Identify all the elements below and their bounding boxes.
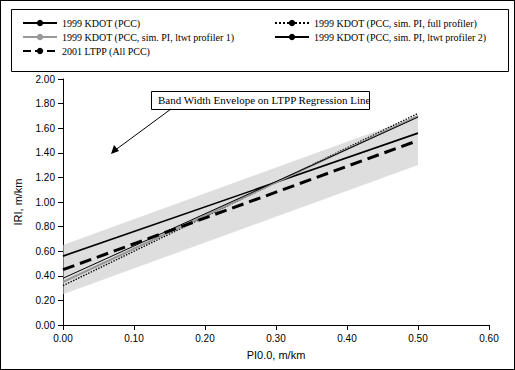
svg-text:0.30: 0.30 — [266, 333, 286, 344]
svg-text:1999 KDOT (PCC, sim. PI, ltwt: 1999 KDOT (PCC, sim. PI, ltwt profiler 1… — [62, 32, 234, 44]
svg-text:1999 KDOT (PCC): 1999 KDOT (PCC) — [62, 18, 140, 30]
svg-text:0.40: 0.40 — [36, 270, 56, 281]
svg-text:0.50: 0.50 — [408, 333, 428, 344]
svg-text:0.10: 0.10 — [124, 333, 144, 344]
svg-text:0.60: 0.60 — [36, 246, 56, 257]
svg-text:0.20: 0.20 — [36, 295, 56, 306]
svg-text:0.40: 0.40 — [337, 333, 357, 344]
svg-text:0.00: 0.00 — [36, 320, 56, 331]
svg-text:1.00: 1.00 — [36, 197, 56, 208]
svg-text:IRI, m/km: IRI, m/km — [12, 178, 24, 225]
svg-text:1999 KDOT (PCC, sim. PI, full: 1999 KDOT (PCC, sim. PI, full profiler) — [314, 18, 477, 30]
svg-text:1.40: 1.40 — [36, 147, 56, 158]
svg-text:1.20: 1.20 — [36, 172, 56, 183]
svg-text:0.00: 0.00 — [53, 333, 73, 344]
svg-text:0.80: 0.80 — [36, 221, 56, 232]
svg-text:Band Width Envelope on LTPP Re: Band Width Envelope on LTPP Regression L… — [158, 94, 371, 106]
svg-text:0.20: 0.20 — [195, 333, 215, 344]
svg-text:1999 KDOT (PCC, sim. PI, ltwt: 1999 KDOT (PCC, sim. PI, ltwt profiler 2… — [314, 32, 486, 44]
svg-text:PI0.0, m/km: PI0.0, m/km — [247, 349, 306, 361]
svg-text:0.60: 0.60 — [479, 333, 499, 344]
svg-text:2001 LTPP (All PCC): 2001 LTPP (All PCC) — [62, 46, 150, 58]
svg-text:2.00: 2.00 — [36, 74, 56, 85]
svg-text:1.60: 1.60 — [36, 123, 56, 134]
svg-text:1.80: 1.80 — [36, 98, 56, 109]
